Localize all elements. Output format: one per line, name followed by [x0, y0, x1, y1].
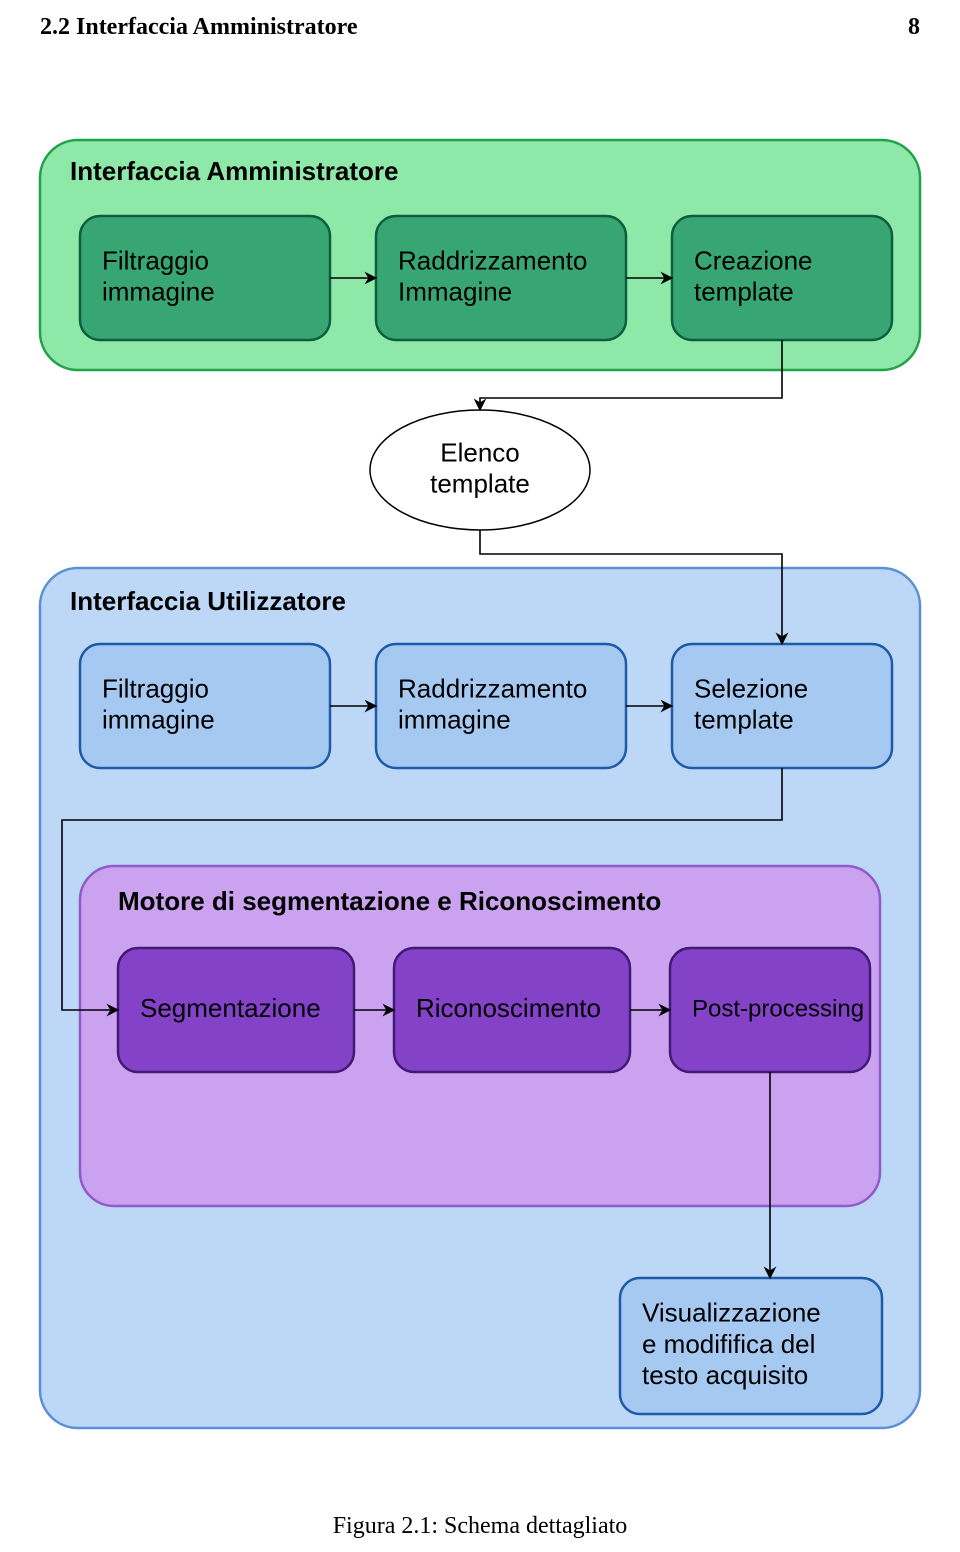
user-selezione-label: template: [694, 704, 794, 734]
figure-caption: Figura 2.1: Schema dettagliato: [0, 1513, 960, 1540]
engine-riconoscimento-label: Riconoscimento: [416, 993, 601, 1023]
user-raddrizzamento-label: immagine: [398, 704, 511, 734]
admin-filtraggio-label: Filtraggio: [102, 245, 209, 275]
admin-raddrizzamento-label: Immagine: [398, 276, 512, 306]
group-admin-title: Interfaccia Amministratore: [70, 156, 398, 186]
user-visualizzazione-label: e modififica del: [642, 1329, 815, 1359]
user-visualizzazione-label: testo acquisito: [642, 1360, 808, 1390]
user-visualizzazione-label: Visualizzazione: [642, 1298, 821, 1328]
user-selezione-label: Selezione: [694, 673, 808, 703]
admin-filtraggio-label: immagine: [102, 276, 215, 306]
engine-segmentazione-label: Segmentazione: [140, 993, 321, 1023]
user-raddrizzamento-label: Raddrizzamento: [398, 673, 587, 703]
svg-text:Elenco: Elenco: [440, 437, 520, 467]
user-filtraggio-label: Filtraggio: [102, 673, 209, 703]
group-user-title: Interfaccia Utilizzatore: [70, 586, 346, 616]
svg-text:template: template: [430, 468, 530, 498]
diagram-canvas: Interfaccia Amministratore Interfaccia Ut…: [0, 0, 960, 1552]
admin-raddrizzamento-label: Raddrizzamento: [398, 245, 587, 275]
user-filtraggio-label: immagine: [102, 704, 215, 734]
group-engine-title: Motore di segmentazione e Riconoscimento: [118, 886, 661, 916]
admin-creazione-label: Creazione: [694, 245, 813, 275]
engine-postprocessing-label: Post-processing: [692, 995, 864, 1022]
page: 2.2 Interfaccia Amministratore 8 Interfa…: [0, 0, 960, 1552]
admin-creazione-label: template: [694, 276, 794, 306]
